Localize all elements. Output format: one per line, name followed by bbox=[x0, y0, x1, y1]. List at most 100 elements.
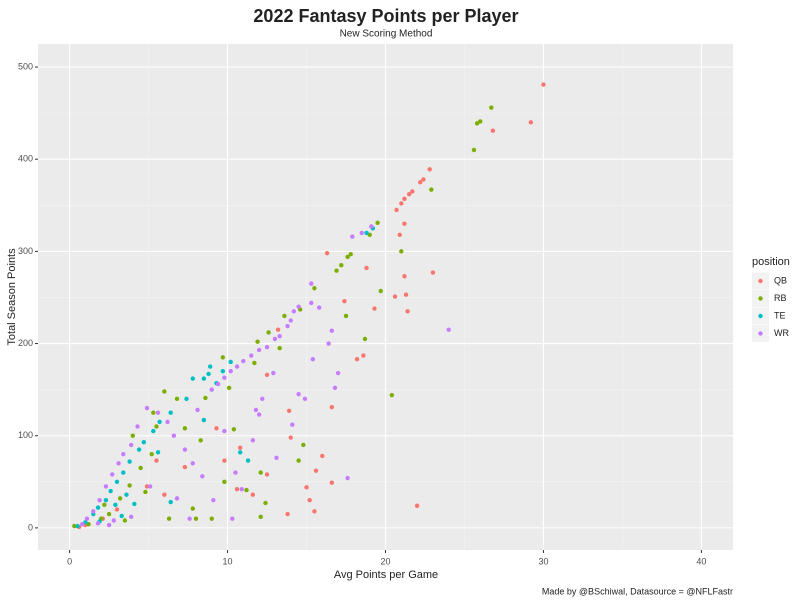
point bbox=[190, 461, 195, 466]
point bbox=[154, 458, 159, 463]
point bbox=[121, 470, 126, 475]
x-tick-label: 40 bbox=[696, 556, 706, 566]
point bbox=[144, 405, 150, 411]
point bbox=[72, 523, 77, 529]
point bbox=[364, 230, 369, 236]
legend-label: WR bbox=[774, 328, 789, 338]
x-tick-label: 0 bbox=[67, 556, 72, 566]
point bbox=[264, 372, 270, 378]
point bbox=[121, 451, 126, 457]
point bbox=[222, 458, 227, 463]
point bbox=[151, 410, 156, 415]
point bbox=[211, 498, 216, 503]
y-tick-label: 100 bbox=[18, 430, 33, 440]
legend-title: position bbox=[752, 256, 790, 268]
point bbox=[263, 500, 268, 506]
point bbox=[343, 313, 349, 319]
point bbox=[187, 516, 192, 521]
point bbox=[91, 509, 96, 514]
point bbox=[403, 292, 409, 297]
point bbox=[277, 333, 282, 339]
point bbox=[245, 458, 251, 463]
point bbox=[168, 499, 173, 505]
chart-subtitle: New Scoring Method bbox=[340, 29, 433, 40]
point bbox=[206, 371, 211, 377]
point bbox=[244, 487, 249, 493]
point bbox=[155, 410, 161, 415]
legend-label: QB bbox=[774, 275, 787, 285]
point bbox=[103, 498, 109, 503]
point bbox=[95, 521, 101, 526]
point bbox=[106, 522, 112, 528]
point bbox=[209, 516, 214, 521]
point bbox=[446, 327, 451, 332]
point bbox=[249, 353, 254, 358]
point bbox=[184, 396, 189, 402]
point bbox=[255, 339, 260, 344]
point bbox=[147, 484, 153, 489]
point bbox=[313, 468, 319, 473]
point bbox=[307, 498, 312, 503]
point bbox=[250, 438, 256, 443]
point bbox=[405, 309, 410, 314]
point bbox=[233, 470, 238, 475]
point bbox=[195, 407, 200, 413]
point bbox=[252, 360, 257, 366]
caption: Made by @BSchiwal, Datasource = @NFLFast… bbox=[542, 586, 733, 596]
point bbox=[108, 488, 113, 494]
point bbox=[418, 180, 423, 185]
point bbox=[182, 447, 188, 452]
point bbox=[155, 450, 161, 455]
point bbox=[127, 459, 132, 464]
point bbox=[222, 375, 227, 380]
point bbox=[372, 306, 377, 311]
point bbox=[203, 395, 208, 401]
point bbox=[111, 518, 117, 523]
legend-symbol bbox=[758, 296, 763, 301]
y-tick-label: 400 bbox=[18, 154, 33, 164]
point bbox=[114, 479, 120, 484]
point bbox=[392, 294, 398, 299]
point bbox=[182, 426, 188, 431]
point bbox=[394, 207, 399, 213]
points bbox=[72, 82, 546, 530]
point bbox=[165, 419, 170, 425]
point bbox=[84, 516, 90, 521]
point bbox=[106, 511, 112, 517]
point bbox=[190, 506, 195, 511]
point bbox=[228, 368, 233, 374]
y-axis-label: Total Season Points bbox=[6, 248, 18, 346]
point bbox=[302, 396, 308, 402]
point bbox=[250, 492, 256, 497]
point bbox=[241, 358, 246, 364]
legend-label: RB bbox=[774, 293, 787, 303]
point bbox=[310, 357, 316, 362]
point bbox=[369, 224, 374, 229]
point bbox=[329, 480, 334, 485]
point bbox=[350, 234, 355, 239]
point bbox=[174, 496, 180, 501]
point bbox=[220, 368, 226, 374]
point bbox=[399, 201, 404, 206]
point bbox=[397, 232, 402, 237]
point bbox=[239, 486, 244, 492]
point bbox=[326, 341, 331, 346]
point bbox=[143, 489, 148, 495]
point bbox=[389, 392, 395, 398]
point bbox=[116, 461, 121, 466]
point bbox=[429, 187, 434, 192]
point bbox=[127, 483, 132, 488]
point bbox=[312, 509, 317, 514]
y-tick-label: 300 bbox=[18, 246, 33, 256]
point bbox=[275, 327, 281, 332]
point bbox=[296, 458, 301, 463]
point bbox=[114, 507, 120, 512]
point bbox=[162, 389, 167, 394]
point bbox=[399, 249, 404, 254]
point bbox=[75, 523, 80, 529]
point bbox=[149, 451, 154, 457]
point bbox=[402, 196, 407, 202]
point bbox=[427, 167, 432, 172]
point bbox=[102, 502, 107, 508]
point bbox=[339, 263, 344, 268]
